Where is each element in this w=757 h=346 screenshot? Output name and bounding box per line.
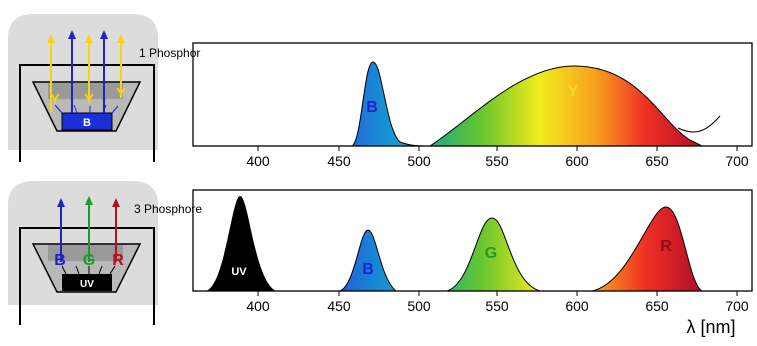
arrow-label-y-center: Y [84,91,94,108]
x-axis-labels-top: 400 450 500 550 600 650 700 [246,153,749,169]
x-axis-ticks-bottom [257,291,738,296]
spectrum-yellow-band [428,65,703,147]
peak-label-y: Y [568,83,579,100]
lamp-frame [19,64,155,162]
chip-label: UV [80,279,94,290]
spectrum-panel-3-phosphor: UV B G R 400 450 500 550 600 650 700 λ [… [192,189,753,337]
peak-label-r: R [660,238,672,255]
plot-frame-top [192,42,753,147]
tick-label: 500 [407,298,431,314]
arrow-label-g: G [83,252,95,269]
spectrum-uv-peak [206,196,276,291]
tick-label: 400 [246,298,270,314]
arrow-label-b: B [54,252,66,269]
tick-label: 450 [327,298,351,314]
tick-label: 700 [725,298,749,314]
tick-label: 650 [645,298,669,314]
spectrum-blue-peak [339,229,398,292]
led-3-phosphor: UV B G R [8,181,158,325]
emission-arrows [57,196,120,262]
x-axis-labels-bottom: 400 450 500 550 600 650 700 [246,298,749,314]
spectrum-red-peak [591,206,704,292]
top-panel-label: 1 Phosphor [139,46,200,60]
emission-arrows [47,30,125,113]
scatter-arrows [54,104,119,114]
led-chip [62,274,112,291]
plot-frame-bottom [192,189,753,292]
peak-label-b: B [366,99,378,116]
spectrum-green-peak [446,217,541,292]
tick-label: 700 [725,153,749,169]
bottom-panel-label: 3 Phosphore [134,202,202,216]
led-1-phosphor: B Y Y Y [8,14,158,162]
x-axis-unit-label: λ [nm] [686,317,735,337]
tick-label: 450 [327,153,351,169]
scatter-arrows [61,265,116,275]
arrow-label-y-left: Y [50,91,60,108]
peak-label-g: G [485,245,497,262]
peak-label-uv: UV [231,266,247,278]
spectrum-tail [677,115,721,133]
tick-label: 400 [246,153,270,169]
arrow-label-r: R [112,252,124,269]
arrow-label-y-right: Y [116,85,126,102]
spectrum-blue-peak [350,61,431,147]
tick-label: 550 [485,153,509,169]
tick-label: 600 [565,298,589,314]
phosphor-fill [48,245,123,261]
peak-label-b: B [362,261,374,278]
led-chip [61,112,113,131]
tick-label: 500 [407,153,431,169]
tick-label: 550 [485,298,509,314]
tick-label: 650 [645,153,669,169]
chip-label: B [83,117,91,129]
lamp-frame [19,227,155,325]
tick-label: 600 [565,153,589,169]
x-axis-ticks-top [257,146,738,151]
spectrum-panel-1-phosphor: B Y 400 450 500 550 600 650 700 [192,42,753,169]
